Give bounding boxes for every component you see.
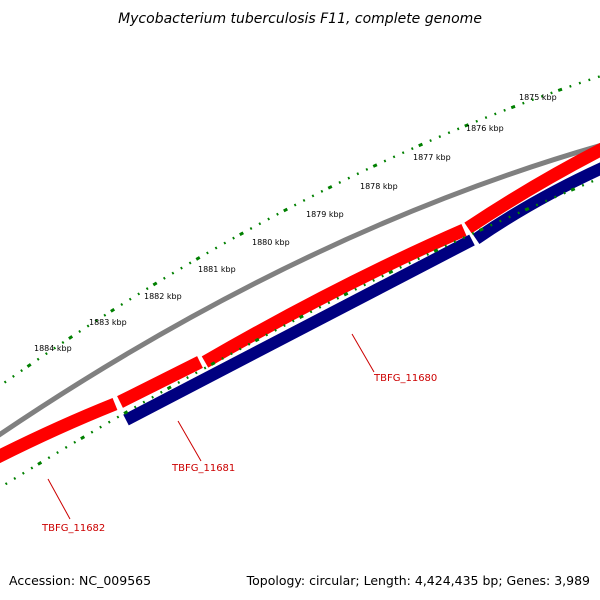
scale-label-1877: 1877 kbp <box>413 153 451 162</box>
accession-text: Accession: NC_009565 <box>9 573 152 588</box>
inner-tick-ring <box>0 176 600 490</box>
gene-label-tbfg-11680: TBFG_11680 <box>373 373 437 384</box>
gene-tbfg-11680-forward <box>201 224 467 368</box>
gene-reverse-main <box>123 234 475 426</box>
genome-backbone <box>0 143 600 438</box>
gene-label-tbfg-11681: TBFG_11681 <box>171 463 235 474</box>
gene-tbfg-11682-forward <box>0 397 118 464</box>
outer-major-ticks <box>0 74 600 388</box>
scale-label-1876: 1876 kbp <box>466 124 504 133</box>
reverse-strand-genes <box>123 162 600 426</box>
outer-tick-ring <box>0 74 600 388</box>
map-title: Mycobacterium tuberculosis F11, complete… <box>118 11 482 27</box>
scale-label-1879: 1879 kbp <box>306 210 344 219</box>
genome-info-text: Topology: circular; Length: 4,424,435 bp… <box>246 573 590 588</box>
scale-label-1878: 1878 kbp <box>360 182 398 191</box>
gene-callouts: TBFG_11680 TBFG_11681 TBFG_11682 <box>41 333 437 534</box>
gene-tbfg-11681-forward <box>117 356 203 408</box>
scale-label-1882: 1882 kbp <box>144 292 182 301</box>
outer-minor-ticks <box>0 75 600 388</box>
forward-strand-genes <box>0 142 600 464</box>
scale-label-1875: 1875 kbp <box>519 93 557 102</box>
inner-major-ticks <box>0 176 600 490</box>
callout-line-tbfg-11682 <box>47 478 71 520</box>
callout-line-tbfg-11680 <box>351 333 375 373</box>
scale-labels: 1875 kbp 1876 kbp 1877 kbp 1878 kbp 1879… <box>34 93 557 353</box>
gene-reverse-next <box>472 162 600 244</box>
gene-label-tbfg-11682: TBFG_11682 <box>41 523 105 534</box>
scale-label-1884: 1884 kbp <box>34 344 72 353</box>
scale-label-1880: 1880 kbp <box>252 238 290 247</box>
gene-next-forward <box>464 142 600 234</box>
scale-label-1881: 1881 kbp <box>198 265 236 274</box>
scale-label-1883: 1883 kbp <box>89 318 127 327</box>
callout-line-tbfg-11681 <box>177 420 202 462</box>
